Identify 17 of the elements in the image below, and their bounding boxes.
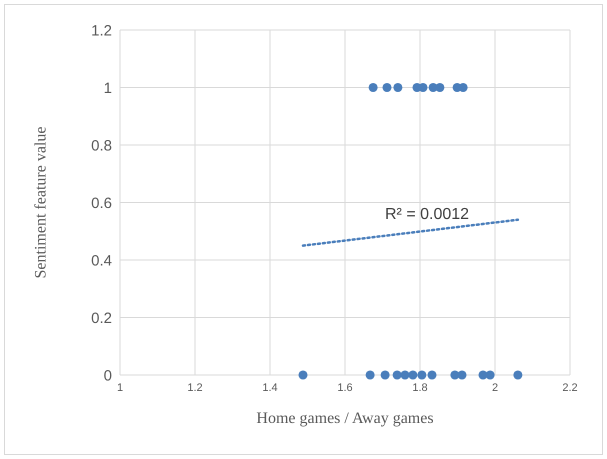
y-axis-title: Sentiment feature value <box>32 126 50 278</box>
y-tick-label: 0.4 <box>91 252 112 270</box>
x-tick-label: 1.2 <box>187 382 203 394</box>
y-tick-label: 0.8 <box>91 137 112 154</box>
annotation: R² = 0.0012 <box>385 206 470 224</box>
y-tick-label: 0.6 <box>91 194 112 212</box>
x-tick-label: 1.8 <box>412 382 428 394</box>
x-axis-title: Home games / Away games <box>256 410 434 427</box>
x-tick-label: 2.2 <box>562 382 578 394</box>
x-tick-label: 1 <box>116 382 124 394</box>
y-tick-label: 1 <box>104 80 112 97</box>
x-tick-label: 1.4 <box>262 382 278 394</box>
x-tick-label: 2 <box>492 382 498 394</box>
y-tick-label: 1.2 <box>91 22 112 40</box>
x-tick-label: 1.6 <box>337 382 353 394</box>
y-tick-label: 0 <box>104 367 112 384</box>
y-tick-label: 0.2 <box>91 310 112 327</box>
